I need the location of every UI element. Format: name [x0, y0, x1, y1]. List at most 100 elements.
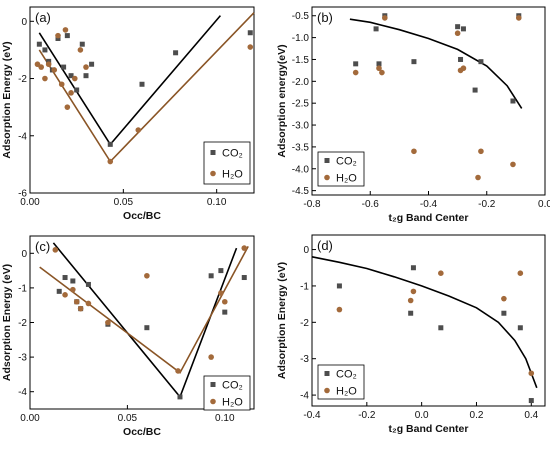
legend-label: CO₂ [336, 156, 357, 168]
data-point-h2o [135, 127, 142, 133]
x-tick-label: 0.10 [215, 413, 235, 424]
data-point-h2o [58, 81, 65, 88]
data-point-h2o [70, 286, 76, 293]
y-axis-label: Adsorption Energy (eV) [1, 264, 13, 381]
y-axis-label: Adsorption Energy (eV) [1, 41, 13, 158]
data-point-co2 [107, 141, 113, 147]
data-point-co2 [64, 33, 70, 39]
data-point-h2o [45, 61, 52, 68]
data-point-h2o [352, 69, 359, 76]
x-axis-label: t₂g Band Center [389, 423, 469, 435]
data-point-co2 [510, 98, 516, 104]
legend-label: CO₂ [336, 369, 357, 381]
x-tick-label: -0.4 [303, 410, 321, 421]
data-point-co2 [517, 325, 523, 331]
legend: CO₂ H₂O [203, 375, 251, 411]
y-tick-label: -1 [300, 281, 309, 292]
legend-box [317, 151, 365, 187]
legend-label: H₂O [336, 173, 357, 185]
data-point-h2o [517, 270, 524, 277]
x-tick-label: 0.2 [470, 410, 484, 421]
data-point-co2 [353, 61, 359, 67]
data-point-co2 [79, 41, 85, 47]
data-point-h2o [38, 64, 44, 70]
data-point-h2o [85, 300, 92, 307]
panel-label: (a) [35, 10, 51, 25]
data-point-h2o [407, 297, 414, 304]
x-tick-label: 0.00 [20, 413, 40, 424]
fit-line [349, 18, 523, 109]
x-tick-label: 0.05 [114, 197, 134, 208]
data-point-co2 [55, 35, 61, 41]
data-point-co2 [208, 273, 214, 279]
panel-label: (d) [317, 238, 333, 253]
legend-marker-square [324, 371, 330, 376]
data-point-co2 [68, 73, 74, 79]
y-tick-label: 0 [21, 249, 27, 260]
data-point-h2o [55, 32, 61, 39]
fit-line [311, 256, 538, 389]
data-point-h2o [221, 298, 228, 305]
data-point-h2o [376, 65, 382, 72]
chart-panel-2: 0.00 0.05 0.10 0 -1 -2 -3 -4 Occ/BC Adsorption En… [1, 235, 255, 438]
data-point-h2o [501, 295, 507, 302]
data-point-co2 [336, 283, 342, 289]
data-point-h2o [218, 290, 224, 296]
x-tick-label: -0.8 [303, 199, 321, 210]
legend-marker-square [210, 382, 216, 387]
data-point-co2 [501, 310, 507, 316]
y-tick-label: -4.5 [292, 186, 310, 197]
y-tick-label: -4.0 [292, 164, 310, 175]
legend-marker-circle [210, 170, 216, 177]
y-tick-label: -1.5 [292, 55, 310, 66]
y-tick-label: -2.0 [292, 77, 310, 88]
x-tick-label: 0.0 [415, 410, 429, 421]
data-point-h2o [62, 27, 69, 33]
y-tick-label: -4 [18, 131, 27, 142]
data-point-h2o [438, 270, 444, 277]
y-tick-label: 0 [303, 245, 309, 256]
legend-label: CO₂ [222, 148, 243, 160]
data-point-h2o [107, 158, 114, 165]
data-point-h2o [411, 148, 417, 155]
data-point-co2 [411, 59, 417, 65]
data-point-h2o [77, 305, 84, 312]
data-point-co2 [46, 58, 52, 64]
y-tick-label: -1.0 [292, 33, 310, 44]
data-point-h2o [247, 44, 254, 50]
legend-marker-circle [324, 387, 330, 394]
data-point-h2o [64, 104, 71, 110]
y-tick-label: -3 [300, 354, 309, 365]
x-tick-label: 0.00 [20, 197, 40, 208]
data-point-h2o [410, 288, 417, 295]
data-point-co2 [438, 325, 444, 331]
y-tick-label: -0.5 [292, 11, 310, 22]
data-point-co2 [408, 310, 414, 316]
data-point-co2 [222, 309, 228, 315]
y-tick-label: -4 [18, 387, 27, 398]
data-point-co2 [173, 50, 179, 56]
data-point-co2 [56, 288, 62, 294]
data-point-co2 [139, 81, 145, 87]
plot-frame [29, 6, 255, 194]
data-point-h2o [336, 306, 343, 313]
data-point-co2 [218, 268, 224, 274]
data-point-co2 [373, 26, 379, 32]
data-point-h2o [382, 15, 388, 21]
y-tick-label: -2.5 [292, 99, 310, 110]
x-axis-label: Occ/BC [123, 210, 161, 222]
data-point-h2o [73, 298, 80, 305]
data-point-h2o [460, 65, 467, 72]
data-point-h2o [52, 247, 59, 253]
data-point-h2o [83, 64, 89, 70]
y-tick-label: -2 [18, 318, 27, 329]
y-tick-label: -2 [18, 74, 27, 85]
x-axis-label: t₂g Band Center [389, 212, 469, 224]
data-point-co2 [62, 275, 68, 281]
data-point-co2 [410, 265, 416, 271]
data-point-co2 [376, 61, 382, 67]
legend-label: CO₂ [222, 380, 243, 392]
data-point-co2 [478, 59, 484, 65]
y-tick-label: -2 [300, 318, 309, 329]
